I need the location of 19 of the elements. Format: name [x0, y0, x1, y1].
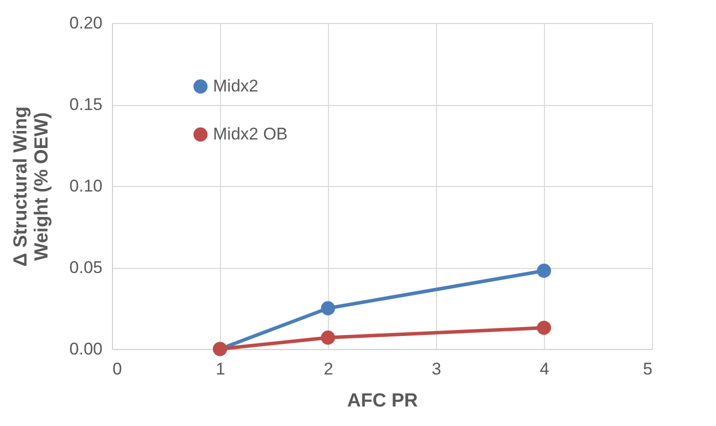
legend-label: Midx2 — [213, 76, 258, 96]
point — [536, 320, 552, 335]
point — [320, 301, 336, 316]
x-tick-label: 5 — [643, 360, 652, 378]
x-tick-label: 0 — [112, 360, 122, 378]
x-tick-label: 4 — [540, 360, 550, 378]
x-tick-label: 1 — [216, 360, 226, 378]
x-axis-title: AFC PR — [347, 390, 418, 412]
legend-label: Midx2 OB — [213, 124, 288, 144]
y-tick-label: 0.15 — [69, 95, 102, 114]
y-axis-title: Δ Structural Wing Weight (% OEW) — [10, 106, 52, 267]
y-tick-label: 0.00 — [69, 340, 102, 358]
y-tick-label: 0.20 — [69, 14, 102, 32]
x-tick-label: 3 — [432, 360, 442, 378]
point — [320, 330, 336, 345]
y-tick-label: 0.05 — [69, 258, 102, 277]
y-tick-label: 0.10 — [69, 176, 102, 196]
point — [536, 264, 552, 278]
x-tick-label: 2 — [324, 360, 334, 378]
